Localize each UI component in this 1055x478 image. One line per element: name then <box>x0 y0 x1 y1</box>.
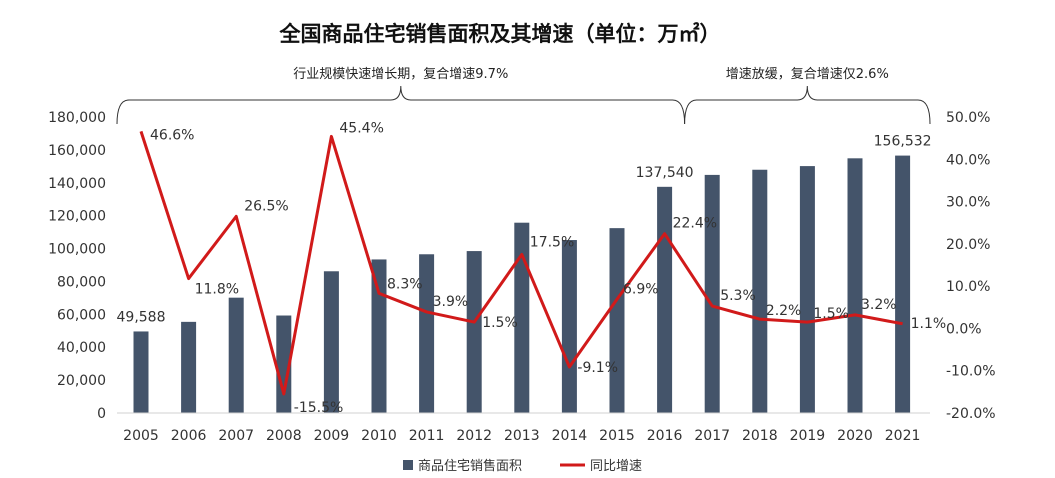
x-tick-label: 2009 <box>314 428 350 444</box>
rate-value-label: 5.3% <box>720 288 756 304</box>
bar-2012 <box>466 251 482 413</box>
bar-2013 <box>514 222 530 413</box>
bar-2008 <box>276 315 292 413</box>
rate-value-label: 46.6% <box>150 127 194 143</box>
x-tick-label: 2020 <box>837 428 873 444</box>
annotation-label: 增速放缓，复合增速仅2.6% <box>726 67 889 82</box>
bar-2005 <box>133 331 149 413</box>
bar-2021 <box>895 155 911 413</box>
rate-value-label: 8.3% <box>387 276 423 292</box>
y-right-tick-label: -20.0% <box>946 406 996 422</box>
x-tick-label: 2021 <box>885 428 921 444</box>
bar-2007 <box>228 297 244 413</box>
x-tick-label: 2012 <box>456 428 492 444</box>
y-right-tick-label: 0.0% <box>946 321 982 337</box>
y-right-tick-label: 20.0% <box>946 237 990 253</box>
bar-2009 <box>323 271 339 413</box>
legend-line-label: 同比增速 <box>590 459 642 474</box>
y-left-tick-label: 60,000 <box>57 307 106 323</box>
bar-2010 <box>371 259 387 413</box>
x-tick-label: 2019 <box>790 428 826 444</box>
bar-2020 <box>847 158 863 413</box>
y-right-tick-label: 50.0% <box>946 110 990 126</box>
x-axis: 2005 2006 2007 2008 2009 2010 2011 2012 2013 2014… <box>117 412 930 444</box>
bar-2017 <box>704 174 720 413</box>
annotation-brace <box>684 85 931 125</box>
annotation-brace <box>116 85 686 125</box>
y-left-tick-label: 100,000 <box>48 242 106 258</box>
x-tick-label: 2017 <box>694 428 730 444</box>
y-left-tick-label: 0 <box>97 406 106 422</box>
bar-series <box>133 155 911 413</box>
y-axis-left: 0 20,000 40,000 60,000 80,000 100,000 120,000 1… <box>48 110 106 422</box>
growth-rate-line <box>139 130 903 396</box>
y-left-tick-label: 180,000 <box>48 110 106 126</box>
x-tick-label: 2013 <box>504 428 540 444</box>
bar-2006 <box>181 321 197 413</box>
x-tick-label: 2018 <box>742 428 778 444</box>
x-tick-label: 2015 <box>599 428 635 444</box>
y-left-tick-label: 20,000 <box>57 373 106 389</box>
bar-value-label: 49,588 <box>117 309 166 325</box>
rate-value-label: -9.1% <box>577 360 618 376</box>
rate-value-label: 3.2% <box>861 297 897 313</box>
rate-value-label: 22.4% <box>673 216 717 232</box>
bar-value-label: 156,532 <box>874 134 932 150</box>
x-tick-label: 2005 <box>123 428 159 444</box>
rate-value-label: 1.5% <box>813 306 849 322</box>
rate-value-label: 1.5% <box>482 315 518 331</box>
bar-value-label: 137,540 <box>636 165 694 181</box>
chart-title: 全国商品住宅销售面积及其增速（单位：万㎡） <box>279 21 721 46</box>
rate-value-label: -15.5% <box>294 400 344 416</box>
rate-value-label: 11.8% <box>195 282 239 298</box>
legend-bar-swatch <box>403 460 413 470</box>
x-tick-label: 2008 <box>266 428 302 444</box>
line-series <box>139 130 903 396</box>
x-tick-label: 2010 <box>361 428 397 444</box>
rate-value-label: 2.2% <box>766 303 802 319</box>
y-left-tick-label: 140,000 <box>48 176 106 192</box>
bar-2011 <box>419 254 435 413</box>
y-left-tick-label: 40,000 <box>57 340 106 356</box>
legend-bar-label: 商品住宅销售面积 <box>418 458 522 474</box>
y-left-tick-label: 120,000 <box>48 209 106 225</box>
rate-value-label: 45.4% <box>339 120 383 136</box>
bar-2014 <box>561 240 577 413</box>
y-right-tick-label: -10.0% <box>946 364 996 380</box>
rate-value-label: 1.1% <box>911 316 947 332</box>
legend: 商品住宅销售面积 同比增速 <box>403 458 642 474</box>
rate-value-label: 6.9% <box>623 281 659 297</box>
data-labels: 49,588 137,540 156,532 46.6% 11.8% 26.5% -15.5… <box>117 120 947 416</box>
bar-2015 <box>609 228 625 413</box>
x-tick-label: 2016 <box>647 428 683 444</box>
y-left-tick-label: 160,000 <box>48 143 106 159</box>
rate-value-label: 26.5% <box>244 198 288 214</box>
bar-2016 <box>657 186 673 413</box>
rate-value-label: 17.5% <box>530 234 574 250</box>
x-tick-label: 2011 <box>409 428 445 444</box>
y-axis-right: -20.0% -10.0% 0.0% 10.0% 20.0% 30.0% 40.0% 50.0… <box>946 110 996 422</box>
y-right-tick-label: 30.0% <box>946 195 990 211</box>
x-tick-label: 2007 <box>218 428 254 444</box>
x-tick-label: 2014 <box>552 428 588 444</box>
annotation-label: 行业规模快速增长期，复合增速9.7% <box>293 67 508 82</box>
bar-2018 <box>752 169 768 413</box>
y-right-tick-label: 40.0% <box>946 152 990 168</box>
x-tick-label: 2006 <box>171 428 207 444</box>
annotation-braces: 行业规模快速增长期，复合增速9.7% 增速放缓，复合增速仅2.6% <box>116 67 931 125</box>
y-right-tick-label: 10.0% <box>946 279 990 295</box>
y-left-tick-label: 80,000 <box>57 274 106 290</box>
rate-value-label: 3.9% <box>433 294 469 310</box>
bar-2019 <box>799 166 815 413</box>
